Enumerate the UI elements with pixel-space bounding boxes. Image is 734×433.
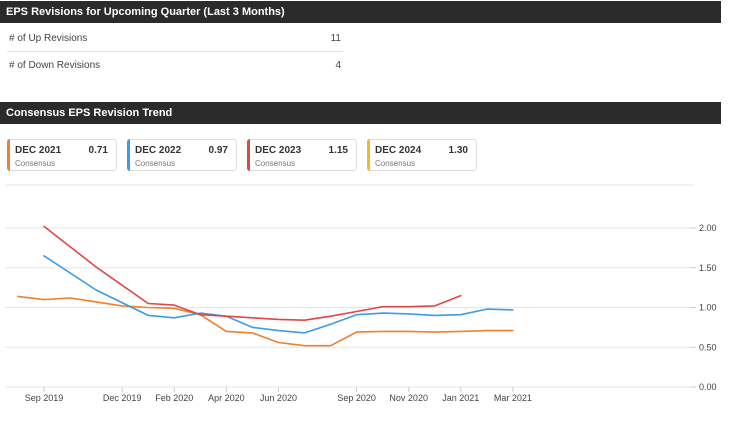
- legend-accent: [367, 139, 370, 171]
- legend-sub: Consensus: [135, 159, 176, 168]
- down-revisions-label: # of Down Revisions: [9, 60, 101, 71]
- y-tick-label: 0.00: [699, 382, 717, 392]
- y-tick-label: 1.50: [699, 263, 717, 273]
- legend-accent: [127, 139, 130, 171]
- down-revisions-value: 4: [335, 60, 341, 71]
- down-revisions-row: # of Down Revisions 4: [7, 52, 343, 79]
- legend-sub: Consensus: [375, 159, 416, 168]
- legend-value: 1.30: [448, 145, 468, 156]
- x-tick-label: Apr 2020: [208, 393, 245, 403]
- legend-value: 1.15: [328, 145, 348, 156]
- legend-name: DEC 2024: [375, 145, 422, 156]
- up-revisions-row: # of Up Revisions 11: [7, 25, 343, 52]
- legend-sub: Consensus: [255, 159, 296, 168]
- y-tick-label: 0.50: [699, 342, 717, 352]
- legend-card-dec-2024[interactable]: DEC 2024 1.30 Consensus: [367, 139, 477, 171]
- x-tick-label: Nov 2020: [389, 393, 428, 403]
- y-axis-ticks: 0.00 0.50 1.00 1.50 2.00: [690, 223, 717, 392]
- x-axis-ticks: Sep 2019 Dec 2019 Feb 2020 Apr 2020 Jun 2020…: [25, 387, 532, 403]
- legend-accent: [247, 139, 250, 171]
- trend-section-header: Consensus EPS Revision Trend: [0, 102, 721, 124]
- eps-trend-chart: 0.00 0.50 1.00 1.50 2.00 Sep 2019 Dec 2019 Feb…: [5, 184, 717, 403]
- chart-series: [17, 225, 514, 347]
- legend-name: DEC 2023: [255, 145, 302, 156]
- x-tick-label: Mar 2021: [494, 393, 532, 403]
- legend-name: DEC 2022: [135, 145, 182, 156]
- series-line-dec-2022[interactable]: [43, 255, 514, 334]
- x-tick-label: Jan 2021: [442, 393, 479, 403]
- legend-card-dec-2022[interactable]: DEC 2022 0.97 Consensus: [127, 139, 237, 171]
- up-revisions-value: 11: [330, 33, 341, 44]
- legend-name: DEC 2021: [15, 145, 62, 156]
- chart-grid: [5, 227, 690, 388]
- x-tick-label: Sep 2019: [25, 393, 64, 403]
- x-tick-label: Feb 2020: [155, 393, 193, 403]
- y-tick-label: 2.00: [699, 223, 717, 233]
- legend-card-dec-2021[interactable]: DEC 2021 0.71 Consensus: [7, 139, 117, 171]
- x-tick-label: Jun 2020: [260, 393, 297, 403]
- legend-sub: Consensus: [15, 159, 56, 168]
- series-line-dec-2021[interactable]: [17, 295, 514, 347]
- legend-card-dec-2023[interactable]: DEC 2023 1.15 Consensus: [247, 139, 357, 171]
- legend-value: 0.71: [88, 145, 108, 156]
- x-tick-label: Dec 2019: [103, 393, 142, 403]
- legend-value: 0.97: [208, 145, 228, 156]
- y-tick-label: 1.00: [699, 303, 717, 313]
- series-line-dec-2023[interactable]: [43, 225, 462, 322]
- x-tick-label: Sep 2020: [337, 393, 376, 403]
- up-revisions-label: # of Up Revisions: [9, 33, 88, 44]
- revisions-section-header: EPS Revisions for Upcoming Quarter (Last…: [0, 1, 721, 23]
- legend-accent: [7, 139, 10, 171]
